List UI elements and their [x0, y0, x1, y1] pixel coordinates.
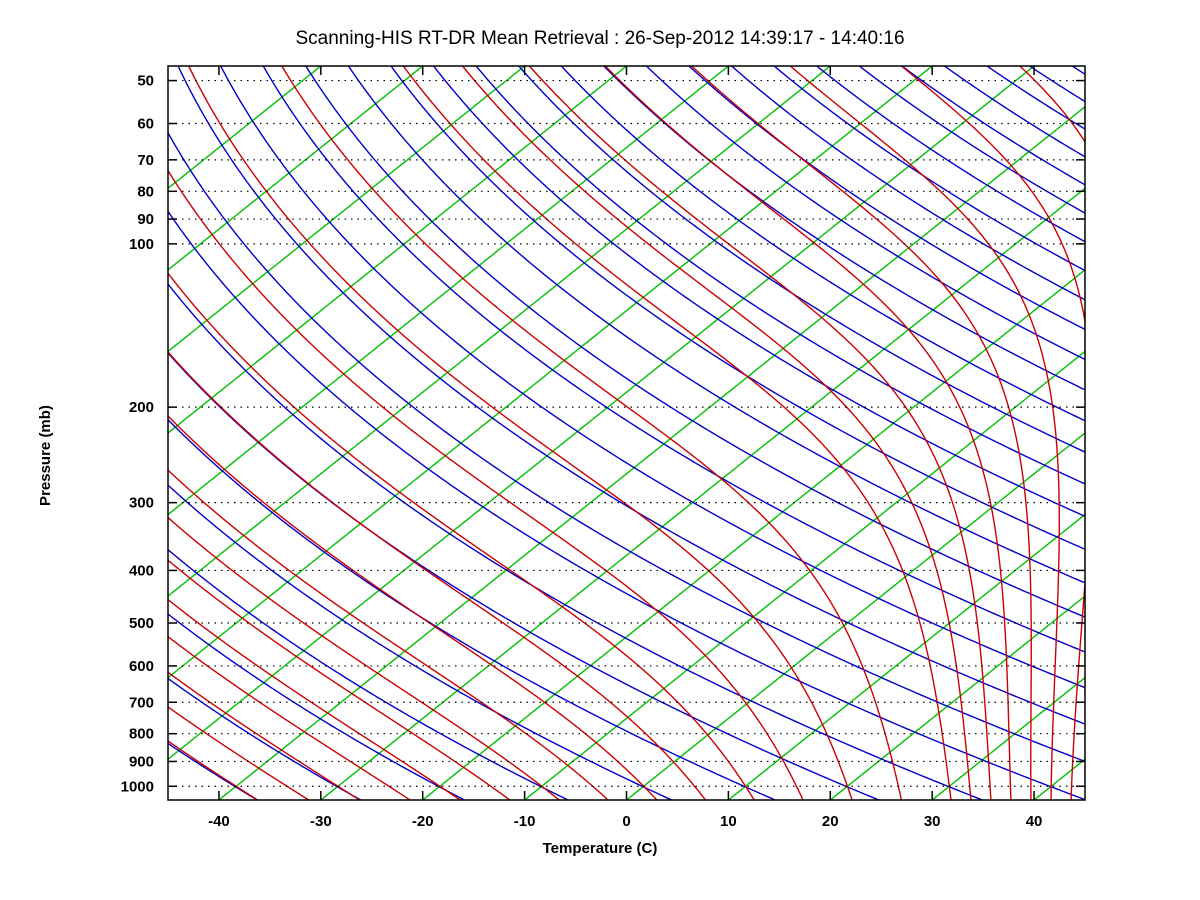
y-tick-label: 800 — [129, 726, 154, 743]
y-tick-label: 100 — [129, 236, 154, 253]
x-tick-label: 40 — [1026, 813, 1043, 830]
y-tick-label: 300 — [129, 495, 154, 512]
y-tick-label: 500 — [129, 615, 154, 632]
y-tick-label: 1000 — [121, 778, 154, 795]
y-tick-label: 50 — [137, 73, 154, 90]
y-tick-label: 70 — [137, 152, 154, 169]
plot-border — [167, 65, 1086, 801]
y-tick-label: 200 — [129, 399, 154, 416]
x-tick-label: 0 — [622, 813, 630, 830]
y-tick-label: 80 — [137, 183, 154, 200]
axis-ticks: 5060708090100200300400500600700800900100… — [121, 66, 1085, 830]
y-tick-label: 60 — [137, 116, 154, 133]
y-tick-label: 900 — [129, 753, 154, 770]
y-tick-label: 600 — [129, 658, 154, 675]
plot-background — [168, 66, 1085, 800]
x-tick-label: -10 — [514, 813, 536, 830]
page-title: Scanning-HIS RT-DR Mean Retrieval : 26-S… — [295, 28, 905, 49]
y-tick-label: 90 — [137, 211, 154, 228]
x-tick-label: 30 — [924, 813, 941, 830]
x-tick-label: 10 — [720, 813, 737, 830]
x-tick-label: -40 — [208, 813, 230, 830]
x-tick-label: 20 — [822, 813, 839, 830]
x-tick-label: -20 — [412, 813, 434, 830]
y-tick-label: 700 — [129, 694, 154, 711]
x-axis-label: Temperature (C) — [542, 840, 658, 857]
x-tick-label: -30 — [310, 813, 332, 830]
moist-adiabat-lines — [168, 66, 1085, 800]
y-tick-label: 400 — [129, 562, 154, 579]
